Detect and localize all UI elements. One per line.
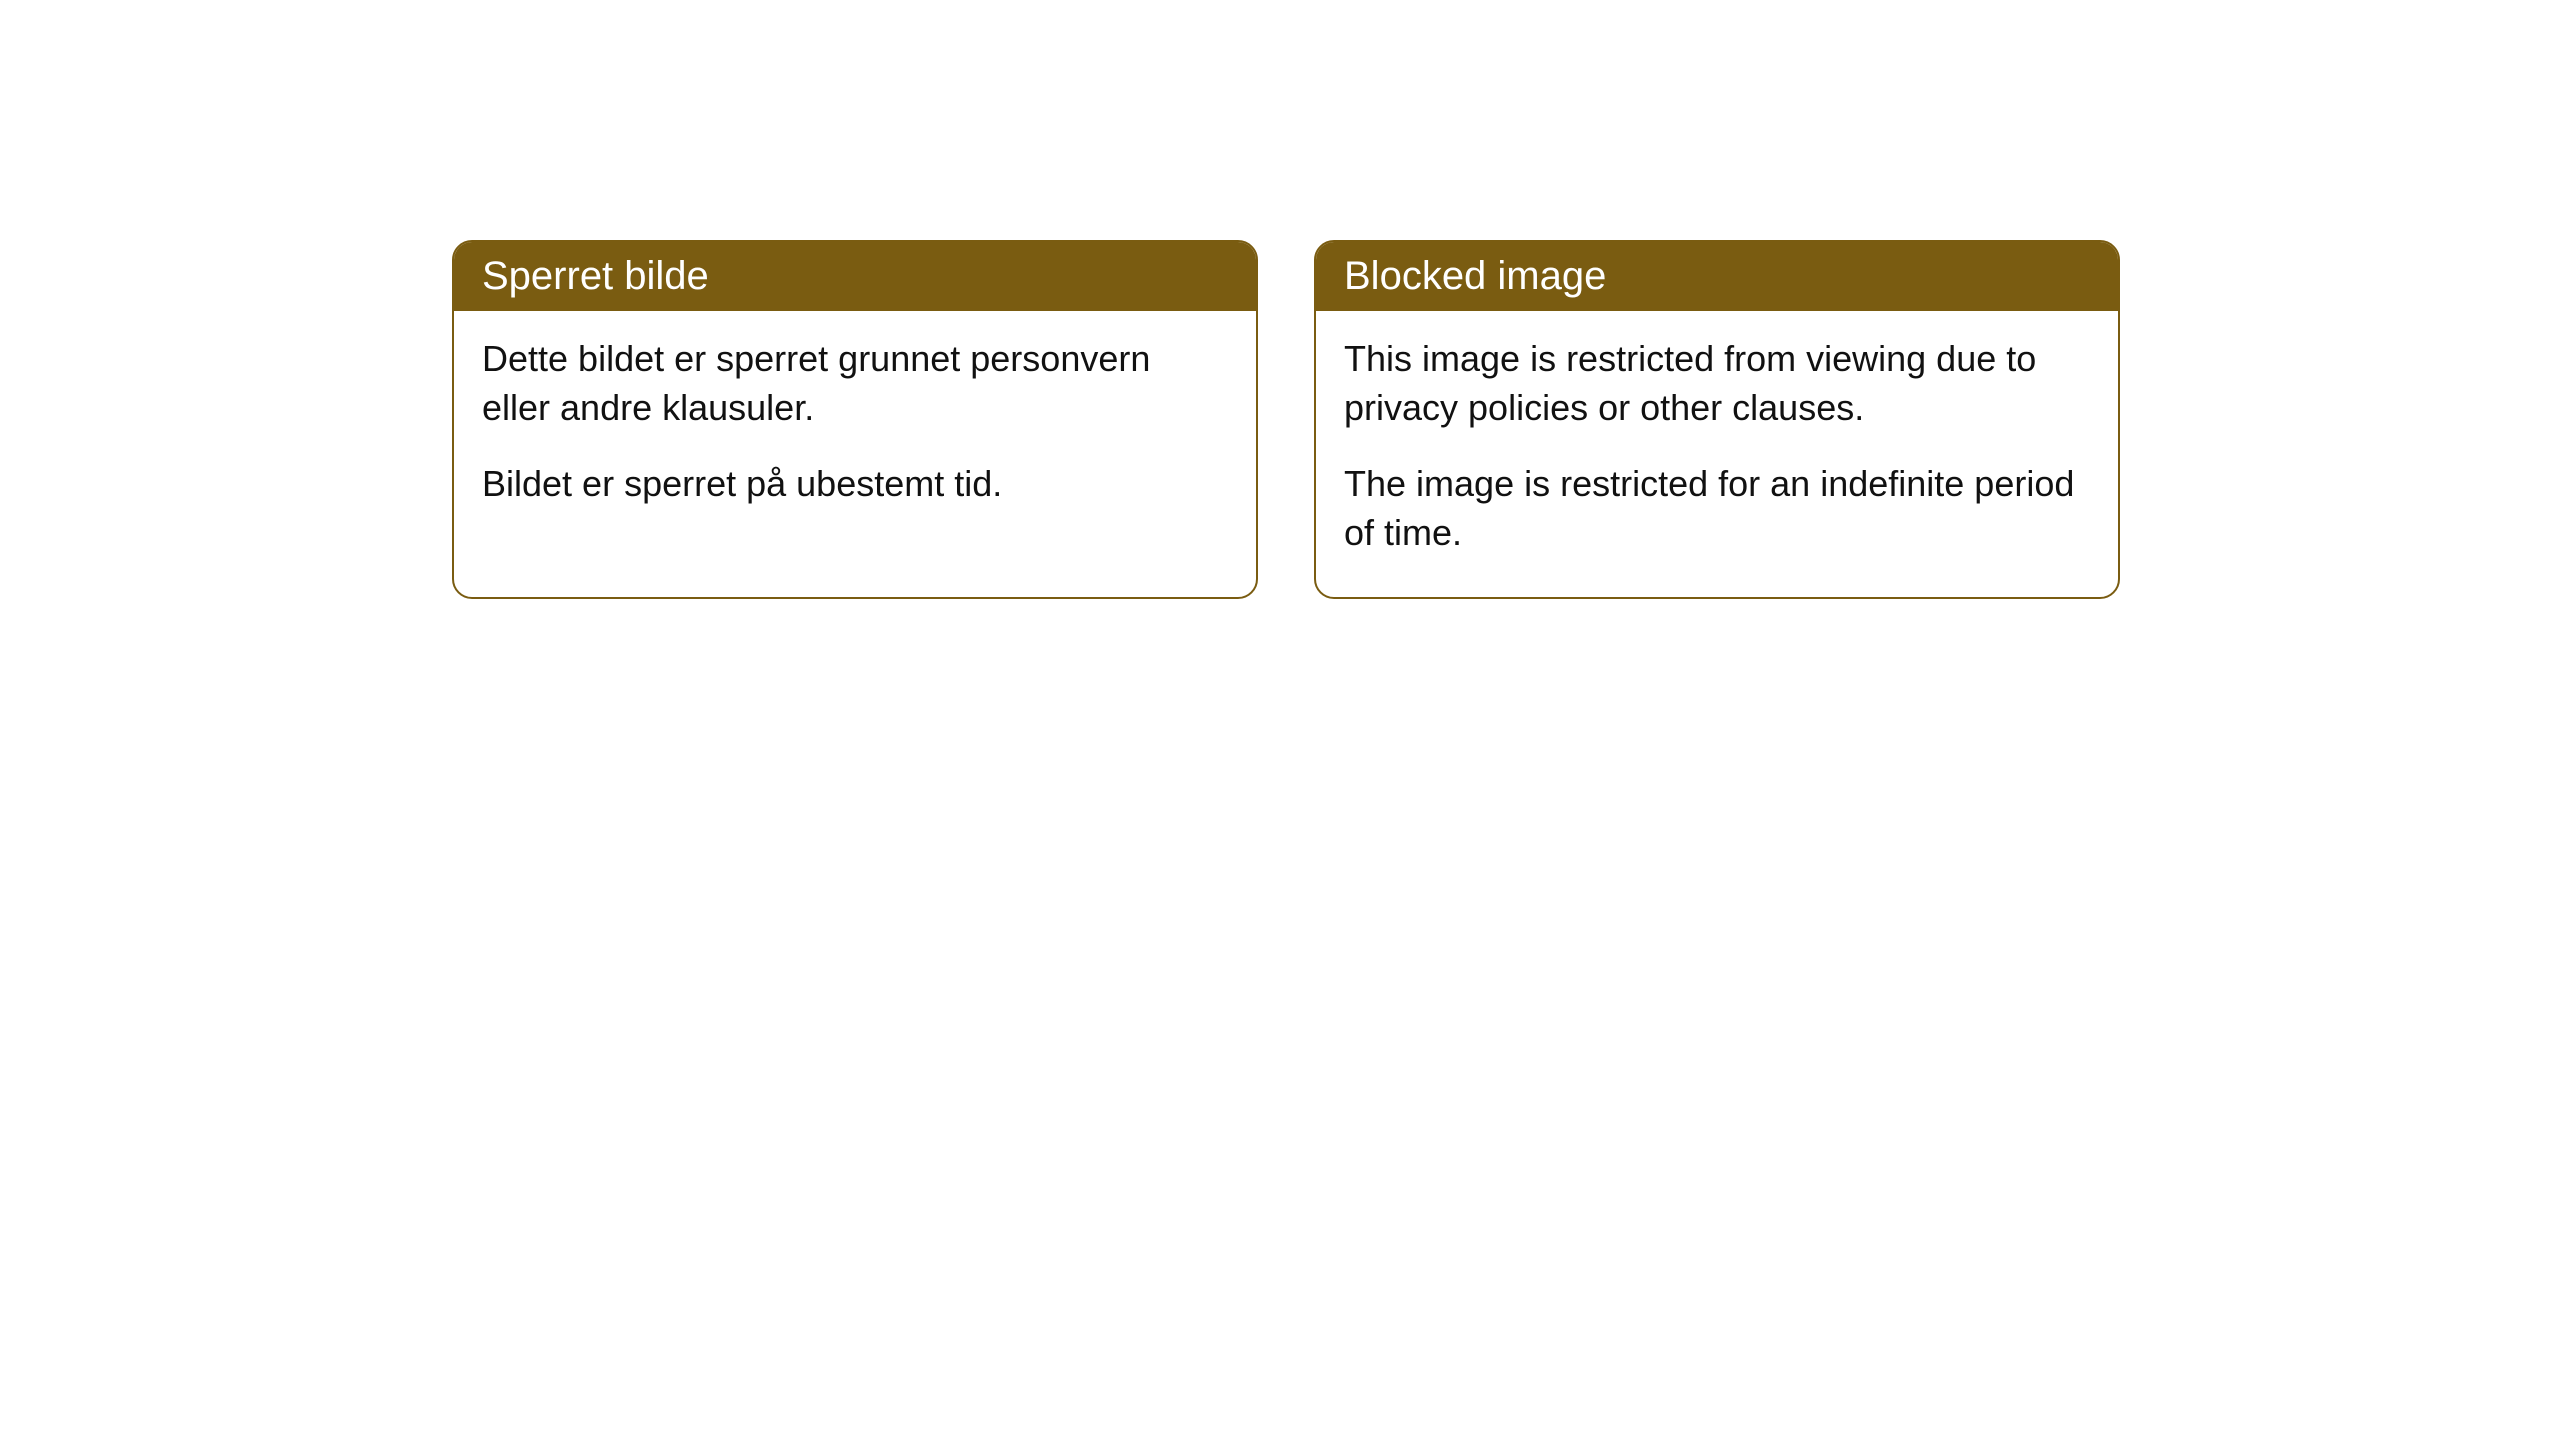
card-header-no: Sperret bilde	[454, 242, 1256, 311]
card-text-no-1: Dette bildet er sperret grunnet personve…	[482, 335, 1228, 432]
blocked-image-card-en: Blocked image This image is restricted f…	[1314, 240, 2120, 599]
card-body-no: Dette bildet er sperret grunnet personve…	[454, 311, 1256, 549]
blocked-image-card-no: Sperret bilde Dette bildet er sperret gr…	[452, 240, 1258, 599]
card-text-no-2: Bildet er sperret på ubestemt tid.	[482, 460, 1228, 509]
card-body-en: This image is restricted from viewing du…	[1316, 311, 2118, 597]
card-text-en-1: This image is restricted from viewing du…	[1344, 335, 2090, 432]
card-text-en-2: The image is restricted for an indefinit…	[1344, 460, 2090, 557]
card-header-en: Blocked image	[1316, 242, 2118, 311]
notice-container: Sperret bilde Dette bildet er sperret gr…	[452, 240, 2120, 599]
